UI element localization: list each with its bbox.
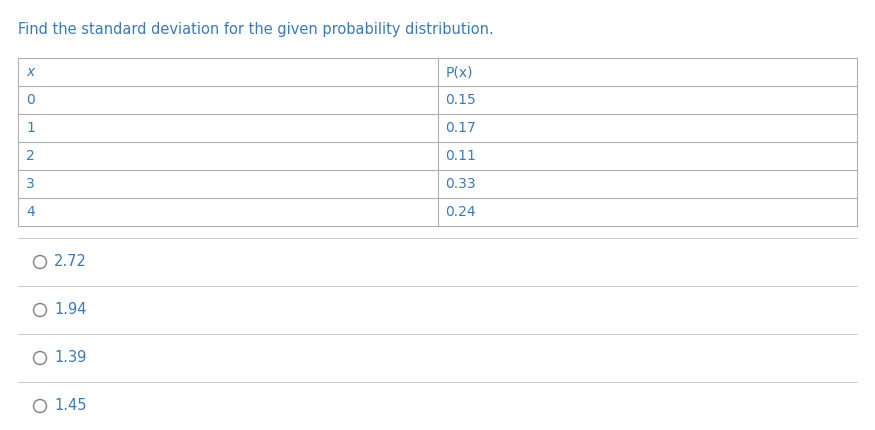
Text: 1.39: 1.39 [54, 350, 87, 366]
Text: 3: 3 [26, 177, 35, 191]
Text: 0: 0 [26, 93, 35, 107]
Text: 4: 4 [26, 205, 35, 219]
Text: 2.72: 2.72 [54, 255, 87, 270]
Text: 0.24: 0.24 [445, 205, 476, 219]
Text: 2: 2 [26, 149, 35, 163]
Text: x: x [26, 65, 34, 79]
Text: 0.33: 0.33 [445, 177, 476, 191]
Text: 1: 1 [26, 121, 35, 135]
Text: Find the standard deviation for the given probability distribution.: Find the standard deviation for the give… [18, 22, 493, 37]
Text: 0.15: 0.15 [445, 93, 476, 107]
Text: 1.45: 1.45 [54, 399, 87, 414]
Text: 1.94: 1.94 [54, 302, 87, 317]
Text: 0.11: 0.11 [445, 149, 476, 163]
Text: 0.17: 0.17 [445, 121, 476, 135]
Text: P(x): P(x) [445, 65, 473, 79]
